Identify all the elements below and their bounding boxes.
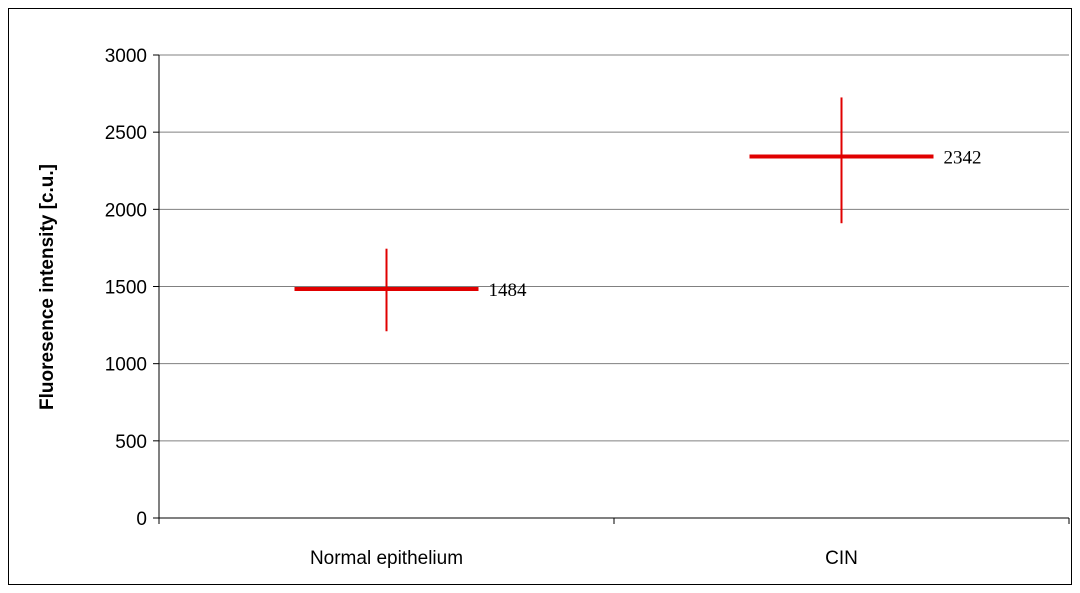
gridlines (159, 54, 1069, 442)
chart-frame (8, 8, 1072, 585)
y-tick-label: 0 (136, 509, 147, 530)
y-tick-label: 1500 (105, 278, 147, 299)
axes: 0 500 1000 1500 2000 2500 3000 Normal epitheliu… (105, 46, 1070, 569)
data-marks: 1484 2342 (294, 97, 982, 332)
y-tick-label: 2500 (105, 123, 147, 144)
data-label: 2342 (944, 148, 982, 169)
y-tick-label: 2000 (105, 200, 147, 221)
y-axis-title: Fluoresence intensity [c.u.] (37, 164, 58, 410)
x-category-label: CIN (825, 548, 858, 569)
x-category-label: Normal epithelium (310, 548, 463, 569)
y-tick-label: 1000 (105, 355, 147, 376)
data-label: 1484 (489, 280, 528, 301)
y-tick-label: 500 (115, 432, 147, 453)
y-tick-label: 3000 (105, 46, 147, 67)
